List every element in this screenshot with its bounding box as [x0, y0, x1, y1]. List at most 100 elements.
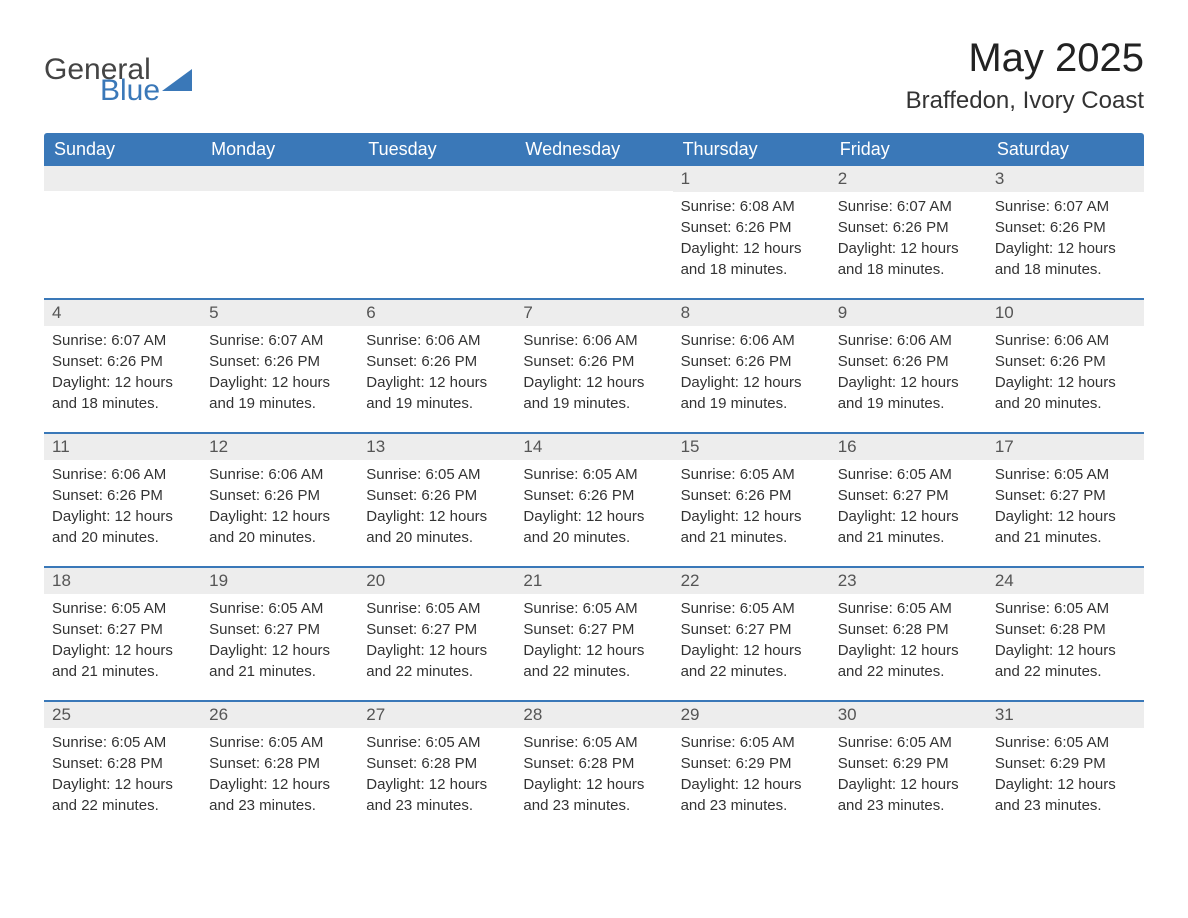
sunset-text: Sunset: 6:26 PM	[209, 485, 350, 506]
day-details: Sunrise: 6:08 AMSunset: 6:26 PMDaylight:…	[673, 192, 830, 280]
sunrise-text: Sunrise: 6:05 AM	[52, 598, 193, 619]
daylight1-text: Daylight: 12 hours	[209, 372, 350, 393]
weekday-header: Wednesday	[515, 133, 672, 166]
sunrise-text: Sunrise: 6:06 AM	[209, 464, 350, 485]
calendar-cell: 28Sunrise: 6:05 AMSunset: 6:28 PMDayligh…	[515, 702, 672, 834]
sunset-text: Sunset: 6:26 PM	[838, 217, 979, 238]
weekday-header: Friday	[830, 133, 987, 166]
sunrise-text: Sunrise: 6:05 AM	[995, 464, 1136, 485]
daylight1-text: Daylight: 12 hours	[523, 774, 664, 795]
day-details: Sunrise: 6:05 AMSunset: 6:29 PMDaylight:…	[987, 728, 1144, 816]
sunrise-text: Sunrise: 6:07 AM	[209, 330, 350, 351]
sunrise-text: Sunrise: 6:06 AM	[366, 330, 507, 351]
day-number: 4	[44, 300, 201, 326]
sunset-text: Sunset: 6:26 PM	[366, 485, 507, 506]
logo-sail-icon	[162, 67, 196, 95]
daylight1-text: Daylight: 12 hours	[995, 238, 1136, 259]
calendar-cell: 27Sunrise: 6:05 AMSunset: 6:28 PMDayligh…	[358, 702, 515, 834]
calendar: Sunday Monday Tuesday Wednesday Thursday…	[44, 133, 1144, 834]
daylight2-text: and 20 minutes.	[209, 527, 350, 548]
daylight1-text: Daylight: 12 hours	[209, 640, 350, 661]
calendar-week: 4Sunrise: 6:07 AMSunset: 6:26 PMDaylight…	[44, 298, 1144, 432]
day-number: 11	[44, 434, 201, 460]
day-number: 3	[987, 166, 1144, 192]
daylight2-text: and 20 minutes.	[52, 527, 193, 548]
daylight1-text: Daylight: 12 hours	[995, 506, 1136, 527]
calendar-cell: 10Sunrise: 6:06 AMSunset: 6:26 PMDayligh…	[987, 300, 1144, 432]
day-number: 30	[830, 702, 987, 728]
daylight2-text: and 23 minutes.	[995, 795, 1136, 816]
sunset-text: Sunset: 6:28 PM	[838, 619, 979, 640]
calendar-weeks: 1Sunrise: 6:08 AMSunset: 6:26 PMDaylight…	[44, 166, 1144, 834]
day-number: 13	[358, 434, 515, 460]
calendar-cell: 2Sunrise: 6:07 AMSunset: 6:26 PMDaylight…	[830, 166, 987, 298]
day-number: 28	[515, 702, 672, 728]
sunset-text: Sunset: 6:29 PM	[838, 753, 979, 774]
daylight2-text: and 19 minutes.	[523, 393, 664, 414]
day-details: Sunrise: 6:05 AMSunset: 6:26 PMDaylight:…	[515, 460, 672, 548]
sunrise-text: Sunrise: 6:05 AM	[995, 732, 1136, 753]
daylight2-text: and 22 minutes.	[366, 661, 507, 682]
daylight1-text: Daylight: 12 hours	[52, 774, 193, 795]
sunset-text: Sunset: 6:29 PM	[681, 753, 822, 774]
daylight1-text: Daylight: 12 hours	[681, 372, 822, 393]
sunset-text: Sunset: 6:26 PM	[995, 217, 1136, 238]
daylight1-text: Daylight: 12 hours	[838, 640, 979, 661]
day-details: Sunrise: 6:05 AMSunset: 6:27 PMDaylight:…	[44, 594, 201, 682]
sunset-text: Sunset: 6:28 PM	[523, 753, 664, 774]
daylight1-text: Daylight: 12 hours	[838, 774, 979, 795]
day-details: Sunrise: 6:07 AMSunset: 6:26 PMDaylight:…	[830, 192, 987, 280]
day-number: 16	[830, 434, 987, 460]
month-title: May 2025	[906, 36, 1144, 81]
sunset-text: Sunset: 6:28 PM	[52, 753, 193, 774]
sunset-text: Sunset: 6:26 PM	[995, 351, 1136, 372]
day-number: 7	[515, 300, 672, 326]
day-number	[201, 166, 358, 191]
calendar-cell	[358, 166, 515, 298]
day-number: 20	[358, 568, 515, 594]
day-number: 5	[201, 300, 358, 326]
sunset-text: Sunset: 6:26 PM	[523, 485, 664, 506]
sunrise-text: Sunrise: 6:05 AM	[681, 598, 822, 619]
day-number	[358, 166, 515, 191]
daylight1-text: Daylight: 12 hours	[995, 372, 1136, 393]
day-number	[515, 166, 672, 191]
day-number: 19	[201, 568, 358, 594]
calendar-week: 18Sunrise: 6:05 AMSunset: 6:27 PMDayligh…	[44, 566, 1144, 700]
calendar-cell: 11Sunrise: 6:06 AMSunset: 6:26 PMDayligh…	[44, 434, 201, 566]
day-details: Sunrise: 6:05 AMSunset: 6:28 PMDaylight:…	[515, 728, 672, 816]
day-number: 27	[358, 702, 515, 728]
sunrise-text: Sunrise: 6:06 AM	[52, 464, 193, 485]
daylight1-text: Daylight: 12 hours	[523, 506, 664, 527]
daylight1-text: Daylight: 12 hours	[838, 506, 979, 527]
daylight1-text: Daylight: 12 hours	[366, 506, 507, 527]
sunrise-text: Sunrise: 6:05 AM	[523, 732, 664, 753]
day-number: 26	[201, 702, 358, 728]
daylight1-text: Daylight: 12 hours	[681, 640, 822, 661]
daylight2-text: and 23 minutes.	[681, 795, 822, 816]
calendar-cell: 15Sunrise: 6:05 AMSunset: 6:26 PMDayligh…	[673, 434, 830, 566]
weekday-header: Sunday	[44, 133, 201, 166]
daylight1-text: Daylight: 12 hours	[52, 372, 193, 393]
day-details: Sunrise: 6:06 AMSunset: 6:26 PMDaylight:…	[515, 326, 672, 414]
daylight2-text: and 21 minutes.	[681, 527, 822, 548]
sunset-text: Sunset: 6:27 PM	[52, 619, 193, 640]
sunset-text: Sunset: 6:27 PM	[838, 485, 979, 506]
calendar-cell: 19Sunrise: 6:05 AMSunset: 6:27 PMDayligh…	[201, 568, 358, 700]
calendar-cell: 25Sunrise: 6:05 AMSunset: 6:28 PMDayligh…	[44, 702, 201, 834]
sunset-text: Sunset: 6:26 PM	[838, 351, 979, 372]
calendar-cell: 16Sunrise: 6:05 AMSunset: 6:27 PMDayligh…	[830, 434, 987, 566]
day-number: 10	[987, 300, 1144, 326]
sunset-text: Sunset: 6:26 PM	[52, 351, 193, 372]
calendar-cell: 18Sunrise: 6:05 AMSunset: 6:27 PMDayligh…	[44, 568, 201, 700]
sunset-text: Sunset: 6:27 PM	[681, 619, 822, 640]
day-number: 15	[673, 434, 830, 460]
sunset-text: Sunset: 6:26 PM	[681, 351, 822, 372]
day-number: 23	[830, 568, 987, 594]
calendar-cell: 12Sunrise: 6:06 AMSunset: 6:26 PMDayligh…	[201, 434, 358, 566]
calendar-week: 1Sunrise: 6:08 AMSunset: 6:26 PMDaylight…	[44, 166, 1144, 298]
day-number	[44, 166, 201, 191]
calendar-cell: 9Sunrise: 6:06 AMSunset: 6:26 PMDaylight…	[830, 300, 987, 432]
sunrise-text: Sunrise: 6:07 AM	[995, 196, 1136, 217]
day-details: Sunrise: 6:05 AMSunset: 6:27 PMDaylight:…	[830, 460, 987, 548]
